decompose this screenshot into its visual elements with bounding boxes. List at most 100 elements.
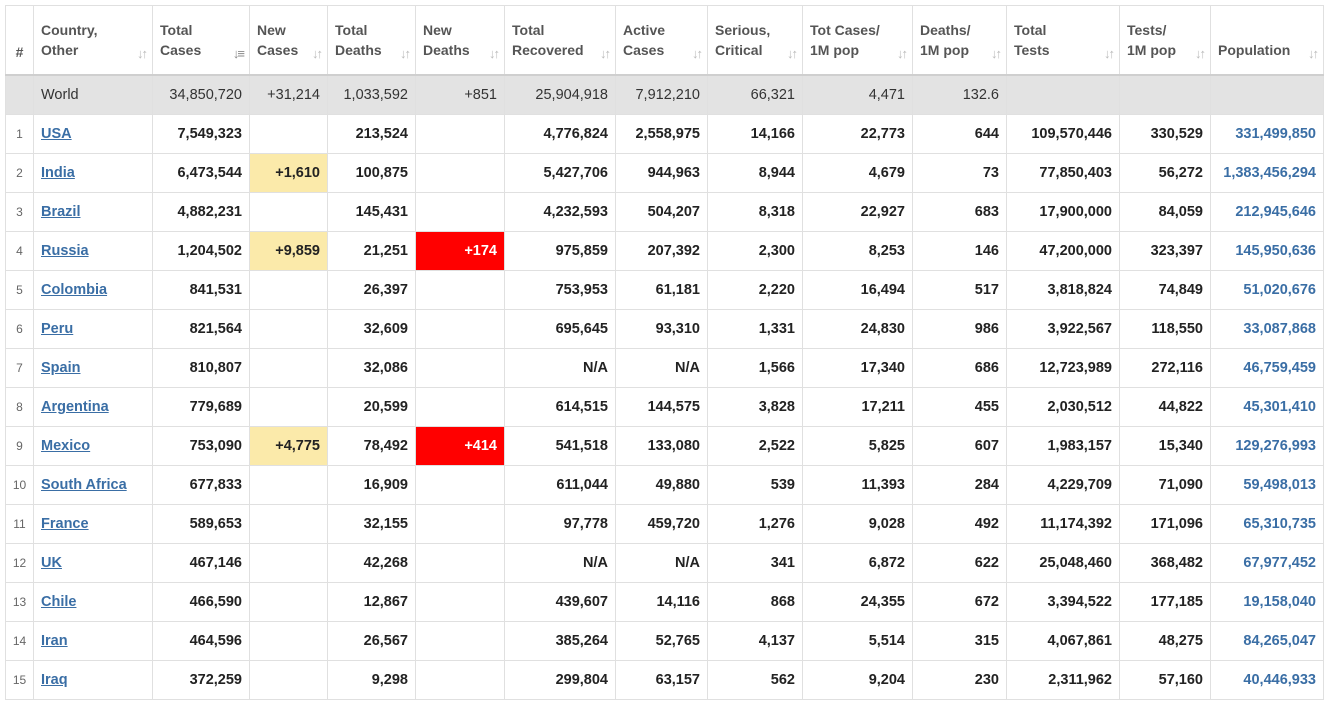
- tot-cases-1m-cell: 24,355: [802, 582, 913, 622]
- deaths-1m-cell: 644: [912, 114, 1007, 154]
- country-cell[interactable]: France: [33, 504, 153, 544]
- country-cell[interactable]: South Africa: [33, 465, 153, 505]
- column-header-tot-cases-1m[interactable]: Tot Cases/1M pop ↓↑: [802, 5, 913, 76]
- sort-arrows-icon[interactable]: ↓↑: [600, 46, 611, 61]
- table-row: 1 USA 7,549,323 213,524 4,776,824 2,558,975 14…: [5, 114, 1324, 154]
- sort-arrows-icon[interactable]: ↓↑: [692, 46, 703, 61]
- country-cell[interactable]: Iraq: [33, 660, 153, 700]
- total-deaths-cell: 100,875: [327, 153, 416, 193]
- column-header-line1: Total: [512, 22, 545, 38]
- total-cases-cell: 821,564: [152, 309, 250, 349]
- new-deaths-cell: [415, 153, 505, 193]
- country-cell[interactable]: Brazil: [33, 192, 153, 232]
- country-cell[interactable]: USA: [33, 114, 153, 154]
- column-header-tests-1m[interactable]: Tests/1M pop ↓↑: [1119, 5, 1211, 76]
- column-header-total-recovered[interactable]: Total Recovered ↓↑: [504, 5, 616, 76]
- country-cell[interactable]: Russia: [33, 231, 153, 271]
- sort-arrows-icon[interactable]: ↓↑: [787, 46, 798, 61]
- table-row: 9 Mexico 753,090 +4,775 78,492 +414 541,518 133…: [5, 426, 1324, 466]
- total-deaths-cell: 26,567: [327, 621, 416, 661]
- sort-arrows-icon[interactable]: ↓↑: [489, 46, 500, 61]
- country-link[interactable]: Colombia: [41, 282, 108, 298]
- country-link[interactable]: Spain: [41, 360, 81, 376]
- column-header-population[interactable]: Population ↓↑: [1210, 5, 1324, 76]
- total-deaths-cell: 26,397: [327, 270, 416, 310]
- serious-critical-cell: 66,321: [707, 74, 803, 115]
- total-deaths-cell: 78,492: [327, 426, 416, 466]
- sort-arrows-icon[interactable]: ↓↑: [897, 46, 908, 61]
- column-header-total-tests[interactable]: Total Tests ↓↑: [1006, 5, 1120, 76]
- country-link[interactable]: India: [41, 165, 75, 181]
- country-link[interactable]: Iraq: [41, 672, 68, 688]
- new-cases-cell: [249, 114, 328, 154]
- country-cell[interactable]: Colombia: [33, 270, 153, 310]
- column-header-line1: New: [423, 22, 452, 38]
- sort-arrows-icon[interactable]: ↓↑: [1104, 46, 1115, 61]
- total-deaths-cell: 21,251: [327, 231, 416, 271]
- total-recovered-cell: 4,776,824: [504, 114, 616, 154]
- tests-1m-cell: 177,185: [1119, 582, 1211, 622]
- country-cell[interactable]: Mexico: [33, 426, 153, 466]
- tot-cases-1m-cell: 9,028: [802, 504, 913, 544]
- sort-arrows-icon[interactable]: ↓↑: [137, 46, 148, 61]
- total-cases-cell: 34,850,720: [152, 74, 250, 115]
- sort-arrows-icon[interactable]: ↓↑: [400, 46, 411, 61]
- new-deaths-cell: +174: [415, 231, 505, 271]
- country-link[interactable]: France: [41, 516, 89, 532]
- column-header-total-deaths[interactable]: Total Deaths ↓↑: [327, 5, 416, 76]
- country-link[interactable]: Chile: [41, 594, 77, 610]
- country-link[interactable]: Mexico: [41, 438, 91, 454]
- country-link[interactable]: South Africa: [41, 477, 127, 493]
- sort-arrows-icon[interactable]: ↓↑: [312, 46, 323, 61]
- country-cell[interactable]: Peru: [33, 309, 153, 349]
- column-header-serious-critical[interactable]: Serious, Critical ↓↑: [707, 5, 803, 76]
- tot-cases-1m-cell: 5,825: [802, 426, 913, 466]
- column-header-active-cases[interactable]: Active Cases ↓↑: [615, 5, 708, 76]
- total-cases-cell: 467,146: [152, 543, 250, 583]
- country-cell[interactable]: Chile: [33, 582, 153, 622]
- total-tests-cell: 77,850,403: [1006, 153, 1120, 193]
- population-cell: 84,265,047: [1210, 621, 1324, 661]
- country-cell[interactable]: Iran: [33, 621, 153, 661]
- active-cases-cell: 49,880: [615, 465, 708, 505]
- country-cell[interactable]: UK: [33, 543, 153, 583]
- table-body: World 34,850,720 +31,214 1,033,592 +851 25,90…: [5, 74, 1324, 700]
- total-recovered-cell: 385,264: [504, 621, 616, 661]
- population-cell: [1210, 74, 1324, 115]
- country-link[interactable]: Peru: [41, 321, 74, 337]
- column-header-new-deaths[interactable]: New Deaths ↓↑: [415, 5, 505, 76]
- country-link[interactable]: Argentina: [41, 399, 109, 415]
- table-row: 5 Colombia 841,531 26,397 753,953 61,181 2,220…: [5, 270, 1324, 310]
- country-link[interactable]: UK: [41, 555, 62, 571]
- country-cell[interactable]: India: [33, 153, 153, 193]
- column-header-line1: [1218, 20, 1316, 40]
- country-cell[interactable]: Spain: [33, 348, 153, 388]
- column-header-new-cases[interactable]: New Cases ↓↑: [249, 5, 328, 76]
- sort-descending-icon[interactable]: ↓≡: [232, 46, 245, 61]
- active-cases-cell: 504,207: [615, 192, 708, 232]
- country-link[interactable]: USA: [41, 126, 72, 142]
- deaths-1m-cell: 986: [912, 309, 1007, 349]
- row-number: 6: [5, 309, 34, 349]
- column-header-total-cases[interactable]: Total Cases ↓≡: [152, 5, 250, 76]
- column-header-num[interactable]: #: [5, 5, 34, 76]
- column-header-country[interactable]: Country, Other ↓↑: [33, 5, 153, 76]
- population-cell: 145,950,636: [1210, 231, 1324, 271]
- country-cell[interactable]: Argentina: [33, 387, 153, 427]
- active-cases-cell: 52,765: [615, 621, 708, 661]
- serious-critical-cell: 868: [707, 582, 803, 622]
- sort-arrows-icon[interactable]: ↓↑: [1308, 46, 1319, 61]
- active-cases-cell: 93,310: [615, 309, 708, 349]
- active-cases-cell: 459,720: [615, 504, 708, 544]
- sort-arrows-icon[interactable]: ↓↑: [991, 46, 1002, 61]
- column-header-line1: Deaths/: [920, 22, 971, 38]
- country-link[interactable]: Iran: [41, 633, 68, 649]
- sort-arrows-icon[interactable]: ↓↑: [1195, 46, 1206, 61]
- country-link[interactable]: Brazil: [41, 204, 81, 220]
- total-cases-cell: 589,653: [152, 504, 250, 544]
- tests-1m-cell: 323,397: [1119, 231, 1211, 271]
- population-cell: 129,276,993: [1210, 426, 1324, 466]
- column-header-deaths-1m[interactable]: Deaths/1M pop ↓↑: [912, 5, 1007, 76]
- serious-critical-cell: 539: [707, 465, 803, 505]
- country-link[interactable]: Russia: [41, 243, 89, 259]
